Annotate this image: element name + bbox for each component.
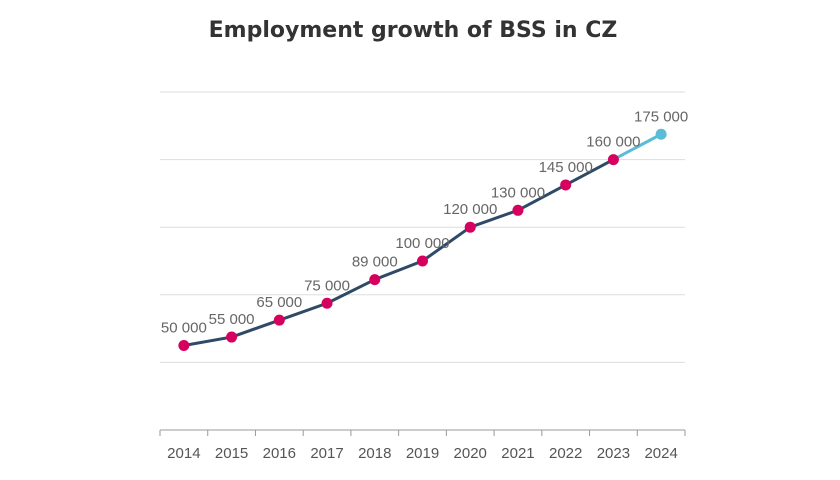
data-points bbox=[178, 128, 667, 351]
data-label: 75 000 bbox=[304, 277, 350, 294]
data-point bbox=[464, 221, 476, 233]
x-tick-label: 2024 bbox=[644, 445, 677, 462]
data-point bbox=[417, 255, 428, 267]
x-axis: 2014 2015 2016 2017 2018 2019 2020 2021 2022 2023… bbox=[159, 429, 686, 462]
data-label: 65 000 bbox=[256, 294, 302, 311]
data-point bbox=[226, 331, 238, 343]
data-point bbox=[607, 154, 619, 166]
series-line-segment bbox=[564, 158, 615, 187]
x-tick-label: 2016 bbox=[263, 445, 296, 462]
x-tick-label: 2023 bbox=[597, 445, 630, 462]
x-tick-label: 2014 bbox=[167, 445, 200, 462]
chart-title: Employment growth of BSS in CZ bbox=[208, 18, 618, 43]
data-label: 89 000 bbox=[352, 254, 398, 271]
data-point bbox=[369, 274, 381, 286]
series-line-segment bbox=[468, 208, 520, 229]
data-label: 100 000 bbox=[395, 235, 449, 252]
series-line-segment bbox=[516, 183, 568, 212]
data-point bbox=[273, 314, 285, 326]
forecast-line-segment bbox=[611, 132, 663, 162]
data-label: 120 000 bbox=[443, 201, 497, 218]
x-tick-label: 2020 bbox=[454, 445, 487, 462]
series-line-segment bbox=[182, 335, 234, 347]
data-point bbox=[178, 340, 190, 351]
x-tick-label: 2017 bbox=[310, 445, 343, 462]
gridlines bbox=[160, 91, 685, 363]
data-label: 50 000 bbox=[161, 320, 207, 337]
data-label: 175 000 bbox=[634, 108, 688, 125]
data-label: 160 000 bbox=[586, 134, 640, 151]
series-line-segment bbox=[230, 318, 281, 339]
series-line-segment bbox=[325, 278, 377, 305]
data-point bbox=[560, 179, 572, 191]
data-label: 130 000 bbox=[491, 184, 545, 201]
data-point bbox=[512, 204, 524, 216]
series-line-segment bbox=[421, 225, 472, 263]
x-tick-label: 2021 bbox=[501, 445, 534, 462]
series-line-segment bbox=[373, 259, 424, 282]
data-label: 145 000 bbox=[539, 159, 593, 176]
series-line-segment bbox=[277, 301, 329, 322]
data-label: 55 000 bbox=[209, 311, 255, 328]
series-lines bbox=[182, 132, 663, 347]
x-tick-label: 2022 bbox=[549, 445, 582, 462]
forecast-data-point bbox=[655, 128, 667, 140]
x-tick-label: 2018 bbox=[358, 445, 391, 462]
data-point bbox=[321, 297, 333, 309]
x-tick-label: 2019 bbox=[406, 445, 439, 462]
x-tick-label: 2015 bbox=[215, 445, 248, 462]
